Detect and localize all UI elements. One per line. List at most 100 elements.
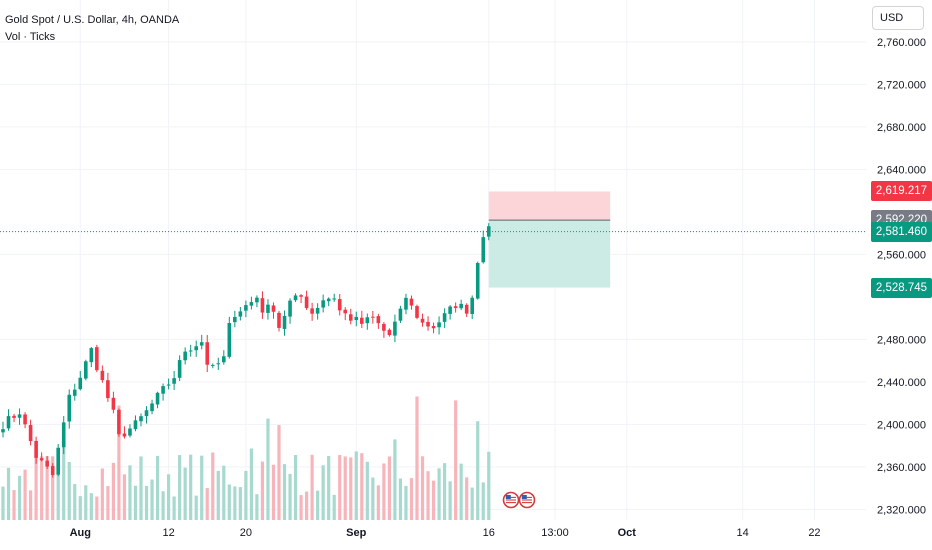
candle <box>238 306 243 321</box>
volume-bar <box>167 474 171 520</box>
candle <box>45 456 49 469</box>
price-tick-label: 2,320.000 <box>877 504 926 516</box>
volume-bar <box>29 490 33 520</box>
candle-body <box>348 314 353 321</box>
volume-bar <box>448 481 452 520</box>
candle-body <box>144 410 149 417</box>
candle-body <box>17 414 22 418</box>
stop-loss-zone <box>488 191 611 221</box>
volume-bar <box>12 490 16 520</box>
candle <box>376 313 381 329</box>
candle <box>453 302 458 313</box>
volume-bar <box>67 461 71 520</box>
volume-bar <box>95 496 99 520</box>
candle <box>139 413 143 427</box>
price-tick-label: 2,720.000 <box>877 79 926 91</box>
us-flag-event-icon <box>518 491 536 509</box>
candle <box>6 409 11 431</box>
candle <box>415 304 419 320</box>
candle-body <box>315 307 320 314</box>
candle <box>216 357 221 370</box>
candle <box>39 452 44 462</box>
candle-body <box>12 415 16 418</box>
candle <box>128 424 132 438</box>
volume-bar <box>194 495 198 520</box>
candle-body <box>321 300 325 308</box>
take-profit-price-tag: 2,528.745 <box>871 277 932 298</box>
candle-body <box>28 425 33 442</box>
volume-bar <box>365 461 369 520</box>
price-axis[interactable]: 2,320.000 2,360.000 2,400.000 2,440.000 2,48… <box>877 37 926 517</box>
volume-bar <box>343 456 347 520</box>
volume-bar <box>277 425 281 520</box>
candle-body <box>371 316 375 318</box>
candle-body <box>299 295 303 297</box>
candle-body <box>89 348 94 363</box>
candle-body <box>365 317 370 324</box>
candle <box>310 302 314 321</box>
grid <box>0 0 866 520</box>
candle <box>117 408 121 437</box>
candle <box>315 303 320 320</box>
candle-body <box>304 296 309 309</box>
candle-body <box>194 346 198 351</box>
candle-body <box>475 263 480 299</box>
volume-bar <box>78 496 82 520</box>
symbol-title[interactable]: Gold Spot / U.S. Dollar, 4h, OANDA <box>5 14 180 26</box>
volume-bar <box>481 482 485 520</box>
candle <box>354 311 359 327</box>
volume-bar <box>454 400 458 520</box>
candle <box>161 383 165 401</box>
candle <box>393 314 397 343</box>
candle <box>172 370 176 390</box>
volume-bar <box>172 496 176 520</box>
candle-body <box>238 311 243 317</box>
candle-body <box>282 315 287 329</box>
candle-body <box>227 323 232 357</box>
candle-body <box>470 297 474 314</box>
candle-body <box>139 416 143 422</box>
volume-bar <box>288 473 292 520</box>
candle <box>84 359 88 381</box>
candle <box>448 305 452 320</box>
candle-body <box>188 350 193 352</box>
candle-body <box>23 414 27 425</box>
candle-body <box>133 420 138 430</box>
volume-bar <box>398 478 403 520</box>
volume-bar <box>133 485 138 520</box>
candle-body <box>409 298 414 306</box>
take-profit-zone <box>488 220 611 288</box>
candle-body <box>61 422 66 448</box>
candle-body <box>233 317 237 323</box>
candle <box>442 308 447 329</box>
volume-bar <box>139 456 143 520</box>
candle <box>12 413 16 423</box>
candle-body <box>343 309 348 314</box>
candle <box>227 316 232 359</box>
volume-bar <box>73 484 77 520</box>
price-tick-label: 2,680.000 <box>877 122 926 134</box>
candle <box>205 335 210 372</box>
candle-body <box>244 305 248 311</box>
volume-bars <box>1 396 491 520</box>
volume-bar <box>465 477 469 520</box>
candle <box>464 303 469 317</box>
time-axis[interactable]: Aug 12 20 Sep 16 13:00 Oct 14 22 <box>70 527 821 539</box>
candle <box>475 261 480 300</box>
time-tick-label: 12 <box>162 527 174 539</box>
currency-button[interactable]: USD <box>872 6 924 30</box>
volume-bar <box>437 468 441 520</box>
volume-indicator-label[interactable]: Vol · Ticks <box>5 31 56 43</box>
candle-body <box>199 342 204 346</box>
candle <box>409 295 414 310</box>
candle <box>459 299 463 311</box>
volume-bar <box>216 470 220 520</box>
volume-bar <box>106 486 110 520</box>
volume-bar <box>470 487 474 520</box>
candle <box>398 305 403 323</box>
volume-bar <box>62 442 66 520</box>
candle-body <box>376 316 381 324</box>
candle <box>277 310 281 332</box>
candle <box>28 419 33 446</box>
